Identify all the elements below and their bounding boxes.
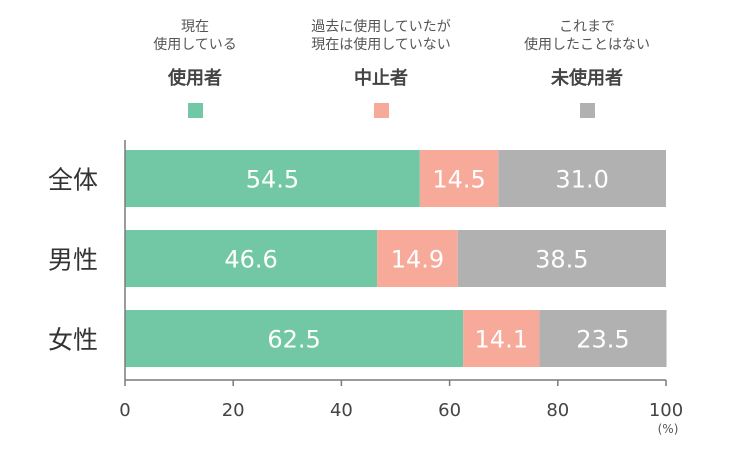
- bar-segment: [125, 310, 464, 367]
- legend-series-name: 使用者: [168, 68, 222, 89]
- bar-segment: [498, 150, 666, 207]
- legend-swatch: [188, 103, 203, 118]
- legend-description-line: 現在は使用していない: [311, 37, 451, 53]
- unit-label: (%): [658, 422, 679, 436]
- bar-segment: [457, 230, 666, 287]
- legend-description-line: 現在: [181, 19, 209, 35]
- legend-description-line: 使用している: [153, 37, 237, 53]
- legend-swatch: [374, 103, 389, 118]
- category-label: 男性: [48, 246, 98, 275]
- legend-description-line: これまで: [559, 19, 615, 35]
- data-label: 14.9: [391, 246, 444, 274]
- category-label: 全体: [48, 166, 98, 195]
- legend-series-name: 中止者: [354, 68, 408, 89]
- data-label: 54.5: [246, 166, 299, 194]
- x-tick-label: 80: [546, 400, 569, 421]
- x-tick-label: 20: [222, 400, 245, 421]
- x-tick-label: 40: [330, 400, 353, 421]
- data-label: 14.5: [432, 166, 485, 194]
- category-label: 女性: [48, 326, 98, 355]
- data-label: 14.1: [475, 326, 528, 354]
- data-label: 31.0: [555, 166, 608, 194]
- legend-description-line: 過去に使用していたが: [311, 19, 451, 35]
- bar-segment: [539, 310, 667, 367]
- data-label: 46.6: [224, 246, 277, 274]
- x-tick-label: 0: [119, 400, 130, 421]
- legend-series-name: 未使用者: [551, 68, 623, 89]
- bar-segment: [377, 230, 458, 287]
- data-label: 23.5: [576, 326, 629, 354]
- bar-segment: [463, 310, 540, 367]
- legend-description: 現在 使用している: [95, 18, 295, 54]
- legend-swatch: [580, 103, 595, 118]
- x-tick-label: 60: [438, 400, 461, 421]
- data-label: 62.5: [267, 326, 320, 354]
- legend-description: これまで使用したことはない: [487, 18, 687, 54]
- bar-segment: [125, 230, 378, 287]
- legend-description-line: 使用したことはない: [524, 37, 650, 53]
- legend-description: 過去に使用していたが 現在は使用していない: [281, 18, 481, 54]
- bar-segment: [125, 150, 420, 207]
- data-label: 38.5: [535, 246, 588, 274]
- bar-segment: [419, 150, 499, 207]
- x-tick-label: 100: [649, 400, 683, 421]
